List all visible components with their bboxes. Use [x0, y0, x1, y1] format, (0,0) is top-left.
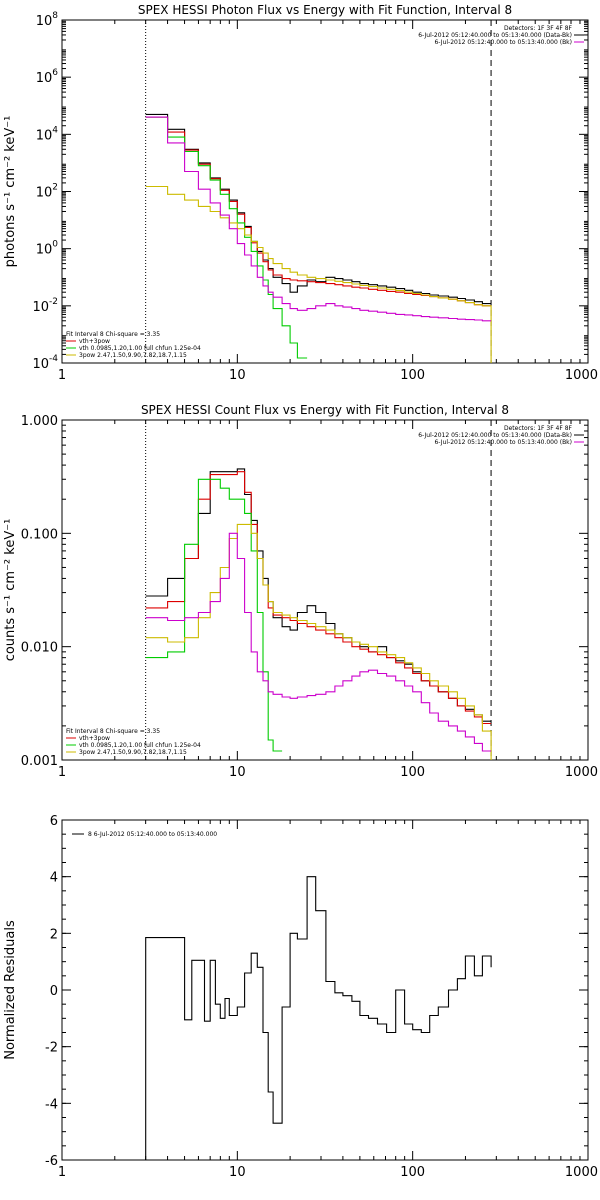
- legend-entry: Fit Interval 8 Chi-square = 3.35: [66, 331, 160, 338]
- count-series-3: [145, 523, 492, 760]
- legend-entry: 6-Jul-2012 05:12:40.000 to 05:13:40.000 …: [418, 432, 572, 439]
- x-tick-label: 10: [229, 368, 246, 383]
- y-tick-label: 0.100: [21, 527, 58, 542]
- x-tick-label: 1000: [565, 368, 598, 383]
- legend-entry: 6-Jul-2012 05:12:40.000 to 05:13:40.000 …: [434, 39, 572, 46]
- y-tick-label: 0.001: [21, 754, 58, 769]
- legend-entry: Fit Interval 8 Chi-square = 3.35: [66, 728, 160, 735]
- x-tick-label: 1000: [565, 1165, 598, 1180]
- legend-entry: vth 0.0985,1.20,1.00 full chfun 1.25e-04: [79, 742, 201, 749]
- resid-plot-frame: [61, 819, 589, 1161]
- photon-title: SPEX HESSI Photon Flux vs Energy with Fi…: [138, 3, 512, 17]
- x-tick-label: 10: [229, 765, 246, 780]
- legend-entry: 3pow 2.47,1.50,9.90,7.82,18.7,1.15: [79, 749, 187, 756]
- y-tick-label: 104: [36, 125, 59, 143]
- count-plot-frame: [61, 419, 589, 761]
- y-tick-label: 10-2: [32, 297, 58, 315]
- photon-series-0: [145, 113, 492, 305]
- legend-entry: vth+3pow: [79, 735, 110, 742]
- photon-series-4: [145, 116, 492, 322]
- y-tick-label: 0: [50, 984, 58, 999]
- count-series-2: [145, 478, 283, 752]
- legend-entry: 3pow 2.47,1.50,9.90,7.82,18.7,1.15: [79, 352, 187, 359]
- x-tick-label: 100: [400, 368, 425, 383]
- photon-series-1: [145, 116, 492, 307]
- photon-plot-frame: [61, 19, 589, 364]
- y-tick-label: 2: [50, 927, 58, 942]
- legend-entry: 6-Jul-2012 05:12:40.000 to 05:13:40.000 …: [434, 439, 572, 446]
- x-tick-label: 10: [229, 1165, 246, 1180]
- y-tick-label: 10-4: [32, 354, 58, 372]
- y-tick-label: 106: [36, 68, 59, 86]
- count-title: SPEX HESSI Count Flux vs Energy with Fit…: [141, 403, 509, 417]
- photon-series-3: [145, 185, 492, 363]
- count-series-group: [145, 468, 492, 760]
- photon-chart: SPEX HESSI Photon Flux vs Energy with Fi…: [3, 3, 598, 383]
- count-ylabel: counts s⁻¹ cm⁻² keV⁻¹: [3, 519, 18, 662]
- legend-entry: Detectors: 1F 3F 4F 8F: [504, 425, 573, 432]
- legend-entry: 8 6-Jul-2012 05:12:40.000 to 05:13:40.00…: [88, 831, 217, 838]
- y-tick-label: -6: [45, 1154, 58, 1169]
- y-tick-label: 100: [36, 240, 59, 258]
- photon-series-2: [145, 116, 308, 359]
- resid-series-0: [145, 876, 492, 1160]
- y-tick-label: 6: [50, 814, 58, 829]
- y-tick-label: 4: [50, 871, 58, 886]
- y-tick-label: -2: [45, 1041, 58, 1056]
- x-tick-label: 1: [58, 368, 66, 383]
- x-tick-label: 1: [58, 1165, 66, 1180]
- x-tick-label: 1000: [565, 765, 598, 780]
- x-tick-label: 100: [400, 1165, 425, 1180]
- y-tick-label: 0.010: [21, 641, 58, 656]
- count-series-1: [145, 471, 492, 725]
- count-chart: SPEX HESSI Count Flux vs Energy with Fit…: [3, 403, 598, 780]
- y-tick-label: 108: [36, 11, 59, 29]
- y-tick-label: 1.000: [21, 414, 58, 429]
- y-tick-label: -4: [45, 1097, 58, 1112]
- x-tick-label: 100: [400, 765, 425, 780]
- resid-chart: Normalized Residuals 1 10 100 1000 -6 -4 -2 0 2 4 6…: [3, 814, 598, 1180]
- count-series-0: [145, 468, 492, 722]
- legend-entry: vth+3pow: [79, 338, 110, 345]
- photon-series-group: [145, 113, 492, 363]
- resid-series-group: [145, 876, 492, 1160]
- legend-entry: vth 0.0985,1.20,1.00 full chfun 1.25e-04: [79, 345, 201, 352]
- resid-ylabel: Normalized Residuals: [3, 920, 18, 1060]
- x-tick-label: 1: [58, 765, 66, 780]
- photon-ylabel: photons s⁻¹ cm⁻² keV⁻¹: [3, 116, 18, 268]
- y-tick-label: 102: [36, 183, 58, 201]
- legend-entry: Detectors: 1F 3F 4F 8F: [504, 25, 573, 32]
- legend-entry: 6-Jul-2012 05:12:40.000 to 05:13:40.000 …: [418, 32, 572, 39]
- count-series-4: [145, 532, 492, 752]
